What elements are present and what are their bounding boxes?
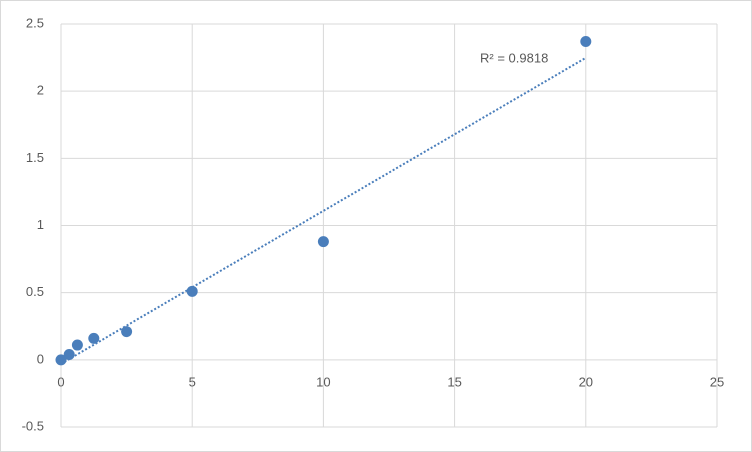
- point: [71, 339, 83, 351]
- point: [55, 354, 67, 366]
- point: [186, 285, 198, 297]
- x-tick-label: 10: [316, 374, 330, 389]
- y-tick-label: -0.5: [22, 418, 44, 433]
- point: [88, 332, 100, 344]
- x-tick-label: 15: [447, 374, 461, 389]
- y-tick-label: 2: [37, 83, 44, 98]
- marks: [55, 35, 592, 366]
- x-tick-label: 25: [710, 374, 724, 389]
- y-tick-label: 2.5: [26, 15, 44, 30]
- point: [63, 348, 75, 360]
- y-tick-label: 0.5: [26, 284, 44, 299]
- point: [121, 326, 133, 338]
- y-tick-label: 0: [37, 351, 44, 366]
- annotation: R² = 0.9818: [480, 50, 548, 65]
- x-tick-label: 5: [189, 374, 196, 389]
- trendline: [60, 56, 587, 365]
- point: [580, 35, 592, 47]
- point: [317, 236, 329, 248]
- x-tick-label: 20: [579, 374, 593, 389]
- y-tick-label: 1.5: [26, 150, 44, 165]
- y-tick-label: 1: [37, 217, 44, 232]
- x-tick-label: 0: [57, 374, 64, 389]
- grid: [60, 23, 718, 428]
